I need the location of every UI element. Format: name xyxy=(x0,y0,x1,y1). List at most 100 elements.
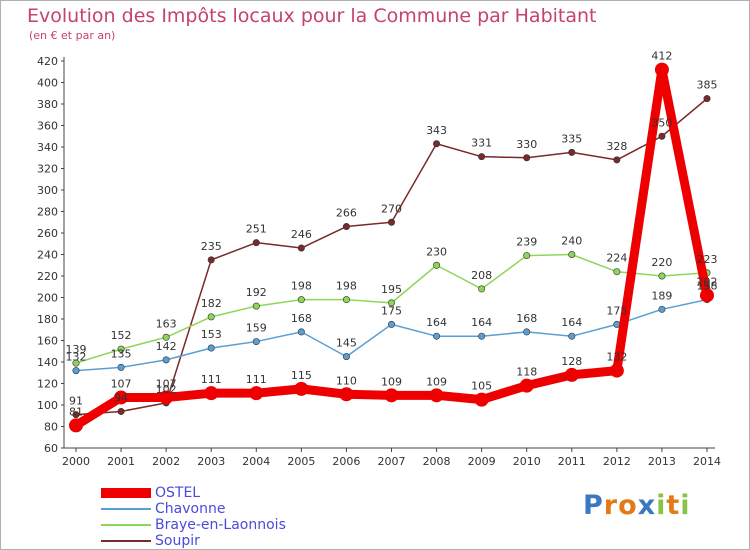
data-label: 198 xyxy=(336,280,357,293)
y-tick-label: 260 xyxy=(37,227,58,240)
y-tick-label: 220 xyxy=(37,270,58,283)
data-point xyxy=(252,338,260,346)
x-tick-label: 2005 xyxy=(287,455,315,468)
x-tick-label: 2001 xyxy=(107,455,135,468)
data-point xyxy=(249,386,264,401)
data-label: 164 xyxy=(561,316,582,329)
y-tick-label: 340 xyxy=(37,141,58,154)
data-label: 107 xyxy=(156,377,177,390)
y-tick-label: 380 xyxy=(37,98,58,111)
legend-swatch-soupir xyxy=(101,540,151,542)
data-point xyxy=(297,244,305,252)
data-point xyxy=(294,381,309,396)
data-point xyxy=(384,388,399,403)
data-point xyxy=(613,156,621,164)
data-point xyxy=(72,367,80,375)
x-tick-label: 2007 xyxy=(378,455,406,468)
data-point xyxy=(433,140,441,148)
y-tick-label: 320 xyxy=(37,163,58,176)
data-label: 251 xyxy=(246,223,267,236)
data-label: 109 xyxy=(426,375,447,388)
data-label: 132 xyxy=(66,351,87,364)
data-label: 168 xyxy=(291,312,312,325)
data-label: 118 xyxy=(516,366,537,379)
y-tick-label: 60 xyxy=(44,442,58,455)
data-label: 159 xyxy=(246,322,267,335)
x-tick-label: 2012 xyxy=(603,455,631,468)
data-label: 135 xyxy=(111,347,132,360)
y-tick-label: 280 xyxy=(37,206,58,219)
data-label: 164 xyxy=(471,316,492,329)
data-point xyxy=(433,332,441,340)
data-label: 111 xyxy=(201,373,222,386)
data-point xyxy=(297,296,305,304)
data-point xyxy=(339,387,354,402)
data-label: 175 xyxy=(381,304,402,317)
data-label: 208 xyxy=(471,269,492,282)
logo-letter: x xyxy=(637,490,657,521)
data-label: 331 xyxy=(471,137,492,150)
data-point xyxy=(658,272,666,280)
data-point xyxy=(478,153,486,161)
y-tick-label: 100 xyxy=(37,399,58,412)
y-tick-label: 160 xyxy=(37,335,58,348)
x-tick-label: 2008 xyxy=(423,455,451,468)
data-label: 240 xyxy=(561,235,582,248)
data-point xyxy=(159,390,174,405)
logo-letter: t xyxy=(666,490,681,521)
legend-item-ostel: OSTEL xyxy=(101,485,286,501)
chart-title: Evolution des Impôts locaux pour la Comm… xyxy=(27,5,597,27)
legend-swatch-braye xyxy=(101,524,151,526)
data-label: 330 xyxy=(516,138,537,151)
data-point xyxy=(114,390,129,405)
x-tick-label: 2006 xyxy=(332,455,360,468)
legend: OSTEL Chavonne Braye-en-Laonnois Soupir xyxy=(101,485,286,549)
data-label: 175 xyxy=(606,304,627,317)
data-label: 328 xyxy=(606,140,627,153)
x-tick-label: 2000 xyxy=(62,455,90,468)
data-label: 239 xyxy=(516,236,537,249)
x-tick-label: 2010 xyxy=(513,455,541,468)
logo-letter: i xyxy=(656,490,667,521)
data-point xyxy=(474,392,489,407)
y-tick-label: 300 xyxy=(37,184,58,197)
data-label: 163 xyxy=(156,317,177,330)
data-point xyxy=(207,344,215,352)
data-point xyxy=(703,95,711,103)
legend-label-ostel: OSTEL xyxy=(155,485,201,501)
data-label: 195 xyxy=(381,283,402,296)
data-point xyxy=(117,363,125,371)
data-point xyxy=(162,333,170,341)
data-point xyxy=(342,353,350,361)
data-label: 142 xyxy=(156,340,177,353)
data-label: 110 xyxy=(336,374,357,387)
data-point xyxy=(252,302,260,310)
x-tick-label: 2011 xyxy=(558,455,586,468)
data-label: 102 xyxy=(156,383,177,396)
x-tick-label: 2004 xyxy=(242,455,270,468)
data-label: 223 xyxy=(697,253,718,266)
data-label: 230 xyxy=(426,245,447,258)
data-point xyxy=(342,223,350,231)
y-tick-label: 80 xyxy=(44,421,58,434)
y-tick-label: 200 xyxy=(37,292,58,305)
data-point xyxy=(72,359,80,367)
logo-letter: o xyxy=(618,490,638,521)
y-tick-label: 240 xyxy=(37,249,58,262)
logo-letter: P xyxy=(583,490,604,521)
data-label: 94 xyxy=(114,391,128,404)
data-point xyxy=(609,363,624,378)
data-point xyxy=(568,148,576,156)
logo-letter: r xyxy=(603,490,619,521)
legend-item-soupir: Soupir xyxy=(101,533,286,549)
data-label: 192 xyxy=(246,286,267,299)
data-label: 412 xyxy=(651,50,672,63)
chart-subtitle: (en € et par an) xyxy=(29,29,116,42)
data-point xyxy=(387,320,395,328)
x-tick-label: 2003 xyxy=(197,455,225,468)
data-label: 81 xyxy=(69,405,83,418)
data-point xyxy=(429,388,444,403)
logo-letter: i xyxy=(680,490,691,521)
data-point xyxy=(207,313,215,321)
data-point xyxy=(519,378,534,393)
